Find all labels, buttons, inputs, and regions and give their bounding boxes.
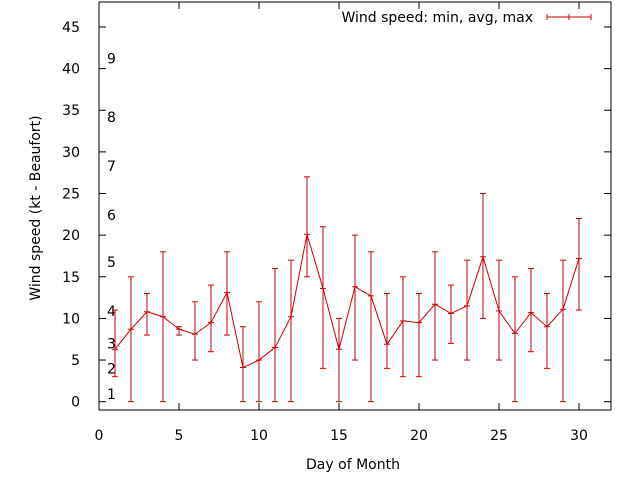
avg-point [368,292,374,299]
error-bar [304,176,310,278]
error-bar [512,276,518,403]
error-bar [288,259,294,403]
y-tick-label: 40 [62,62,80,78]
plot-border [98,1,612,411]
series-line-group [114,234,580,369]
x-axis-ticks: 0 5 10 15 20 25 30 [95,2,588,444]
avg-point [320,285,326,292]
error-bar [464,259,470,361]
y-axis-label: Wind speed (kt - Beaufort) [28,115,44,300]
y-tick-label: 10 [62,311,80,327]
y-tick-label: 30 [62,145,80,161]
beaufort-label: 8 [107,110,116,126]
error-bar [112,309,118,378]
x-tick-label: 15 [330,428,348,444]
avg-point [512,330,518,337]
avg-point [576,255,582,262]
error-bar [320,226,326,369]
x-tick-label: 20 [410,428,428,444]
avg-point [272,344,278,351]
avg-point [560,306,566,313]
error-bar [192,301,198,361]
error-bar [368,251,374,403]
error-bar [336,317,342,403]
beaufort-label: 9 [107,52,116,68]
beaufort-label: 2 [107,361,116,377]
error-bar [560,259,566,403]
avg-point [400,317,406,324]
avg-point [128,326,134,333]
x-axis-label: Day of Month [306,457,400,473]
x-tick-label: 10 [250,428,268,444]
error-bar [208,284,214,353]
avg-point [176,326,182,333]
avg-point [144,308,150,315]
error-bar [256,301,262,403]
avg-point [464,302,470,309]
error-bar [352,234,358,361]
error-bar [544,292,550,369]
y-tick-label: 25 [62,187,80,203]
legend-label: Wind speed: min, avg, max [341,10,533,26]
avg-point [288,313,294,320]
beaufort-label: 3 [107,336,116,352]
avg-line [114,234,580,369]
avg-point [480,253,486,260]
x-tick-label: 30 [570,428,588,444]
error-bar [416,292,422,378]
data-points [112,231,582,371]
plot-frame [98,1,612,411]
error-bar [576,217,582,311]
avg-point [544,323,550,330]
avg-point [192,331,198,338]
beaufort-scale-labels: 1 2 3 4 5 6 7 8 9 [107,52,116,404]
avg-point [336,346,342,353]
x-tick-label: 0 [95,428,104,444]
avg-point [384,341,390,348]
beaufort-label: 5 [107,255,116,271]
y-tick-label: 5 [71,353,80,369]
error-bar [400,276,406,378]
legend: Wind speed: min, avg, max [341,10,592,26]
beaufort-label: 4 [107,304,116,320]
avg-point [224,289,230,296]
error-bar [240,326,246,403]
y-tick-label: 45 [62,20,80,36]
avg-point [160,313,166,320]
y-tick-label: 15 [62,270,80,286]
error-bar [128,276,134,403]
avg-point [112,346,118,353]
error-bar [160,251,166,403]
beaufort-label: 7 [107,159,116,175]
avg-point [416,319,422,326]
error-bar [384,292,390,369]
avg-point [256,357,262,364]
error-bar [272,267,278,403]
avg-point [432,301,438,308]
avg-point [240,364,246,371]
y-tick-label: 20 [62,228,80,244]
legend-sample [546,14,592,20]
avg-point [528,309,534,316]
y-tick-label: 0 [71,395,80,411]
beaufort-label: 6 [107,208,116,224]
avg-point [352,283,358,290]
beaufort-label: 1 [107,387,116,403]
avg-point [208,319,214,326]
avg-point [496,307,502,314]
error-bars [112,176,582,403]
y-tick-label: 35 [62,103,80,119]
x-tick-label: 25 [490,428,508,444]
avg-point [304,231,310,238]
x-tick-label: 5 [175,428,184,444]
avg-point [448,310,454,317]
